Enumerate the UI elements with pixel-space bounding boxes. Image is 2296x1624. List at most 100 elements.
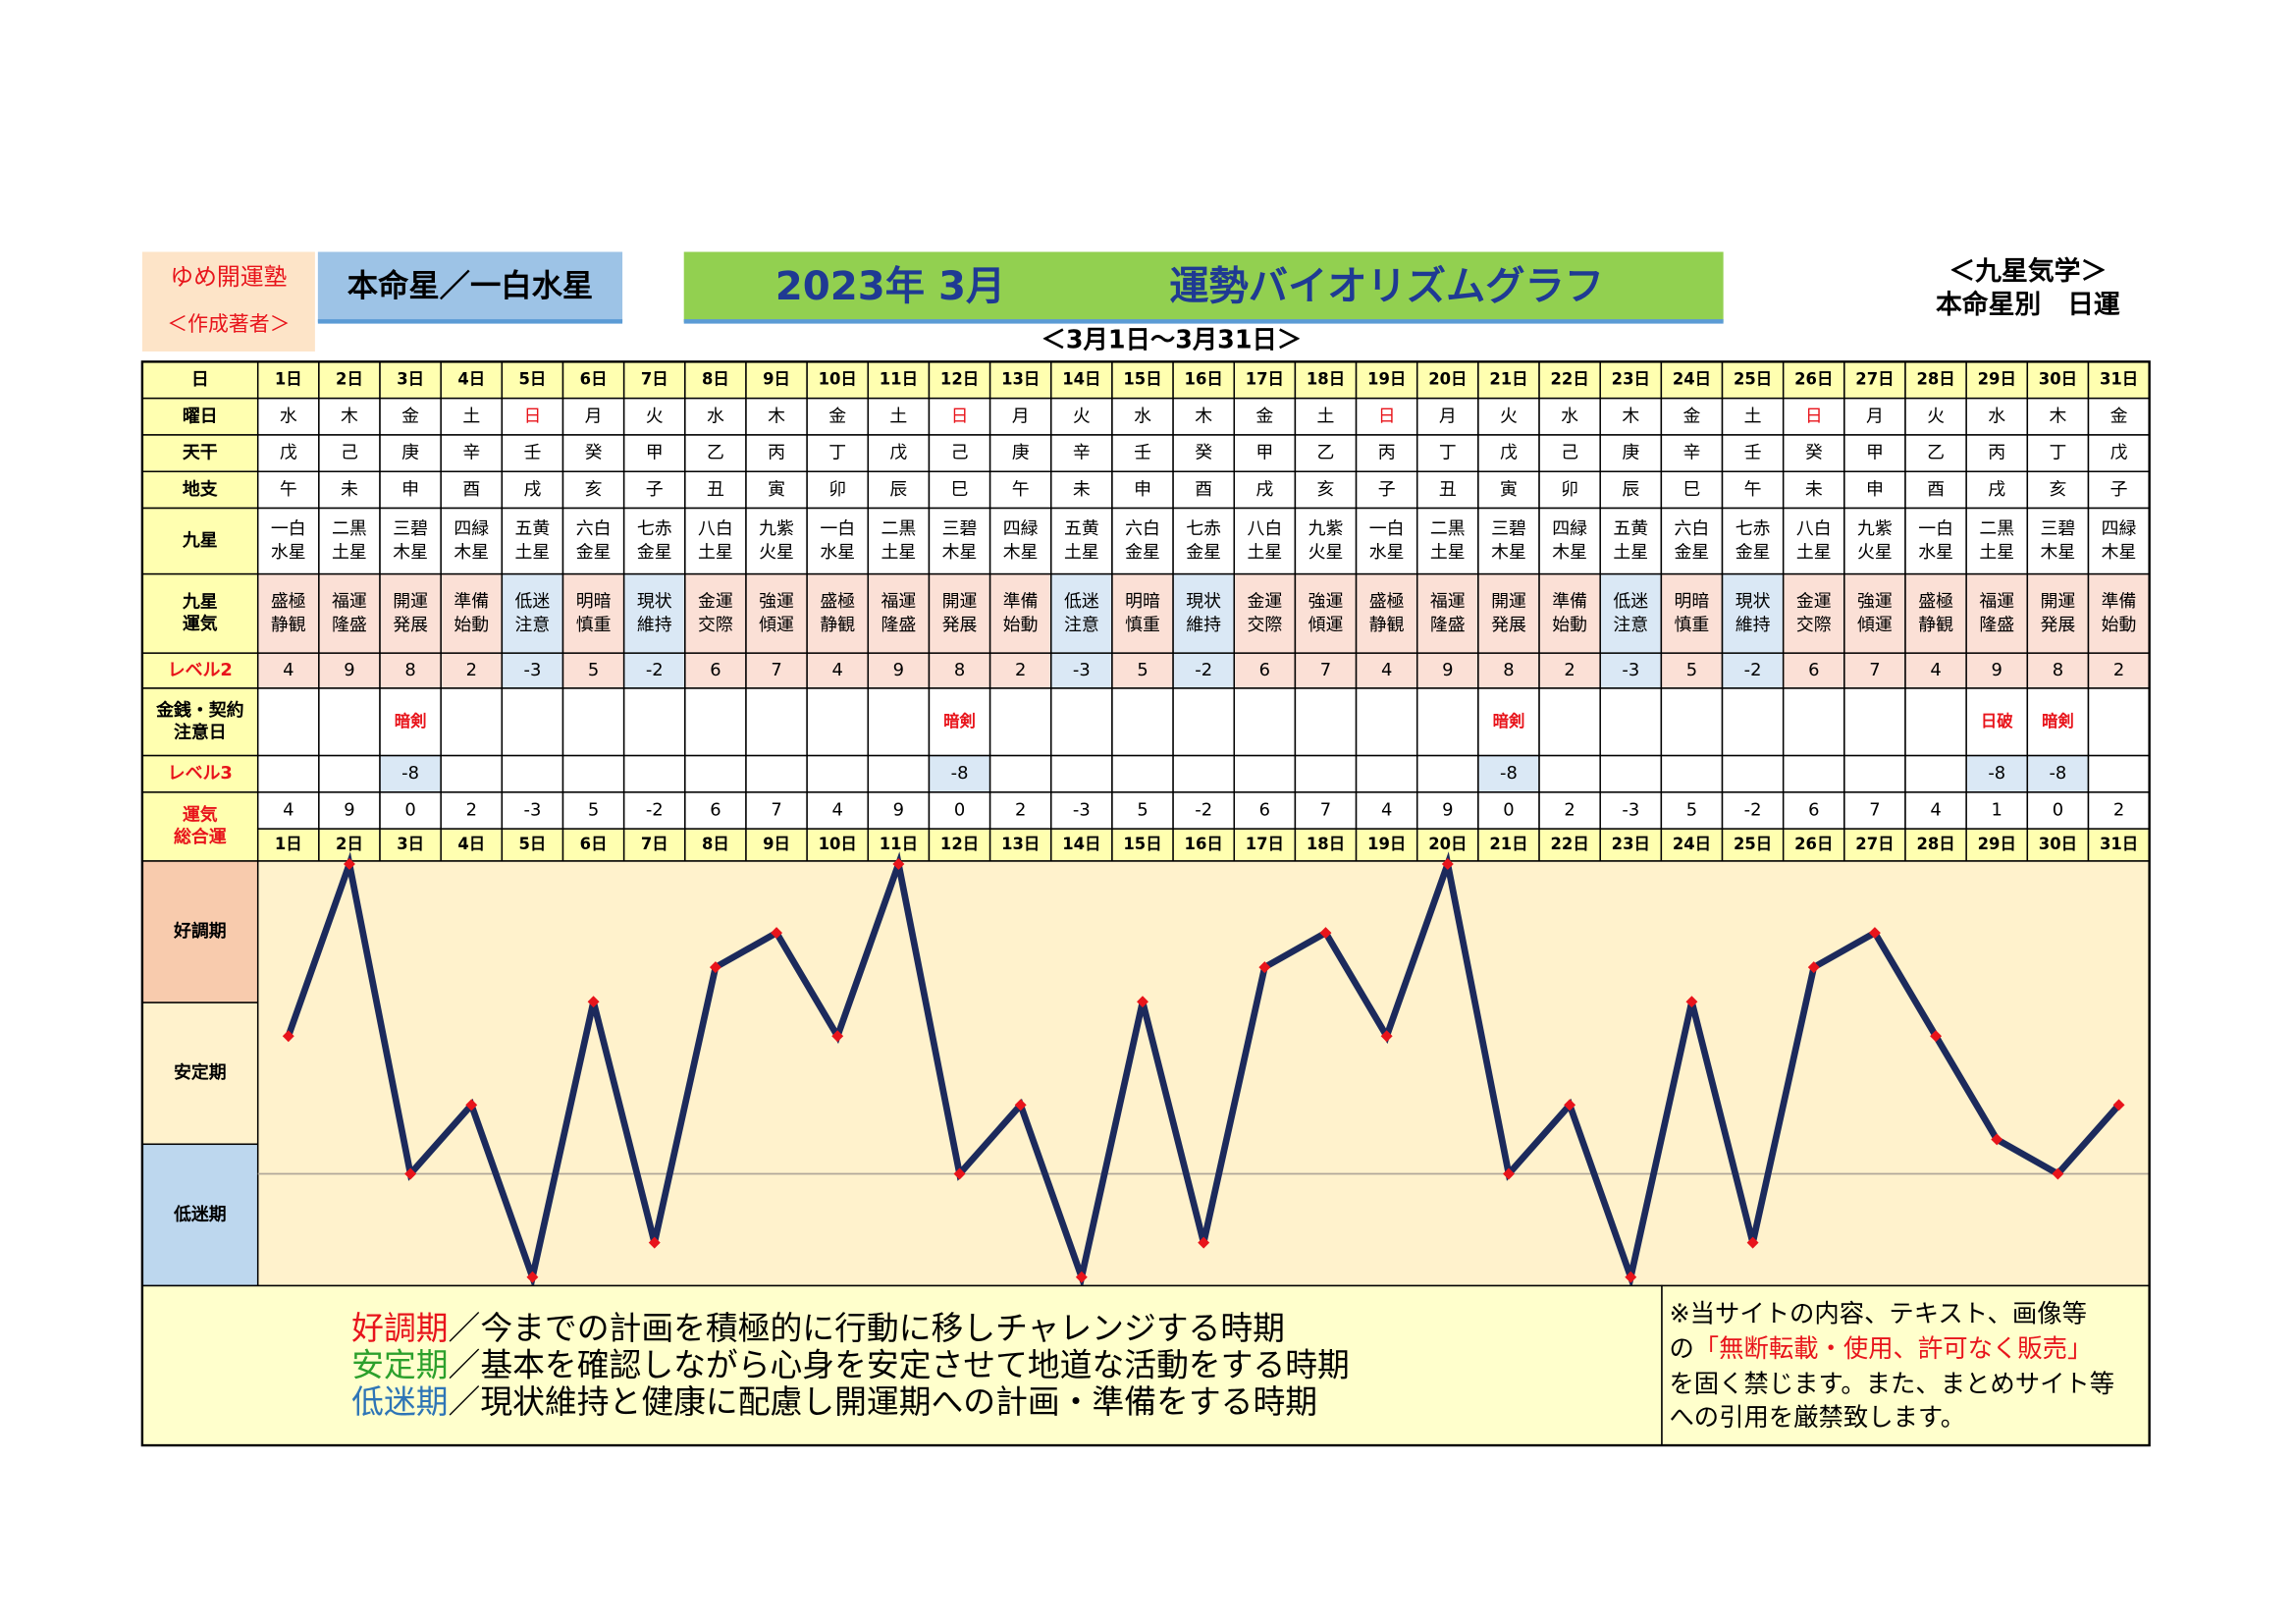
cell — [2087, 828, 2151, 862]
cell — [1904, 652, 1967, 689]
cell — [1843, 434, 1906, 472]
cell-text: 明暗 — [576, 591, 612, 612]
cell — [1111, 470, 1174, 510]
cell-text: 7 — [771, 800, 781, 821]
cell-text: -3 — [524, 800, 542, 821]
cell-text: 2 — [2113, 800, 2124, 821]
cell — [1294, 687, 1358, 757]
notice-box — [1661, 1284, 2151, 1446]
marker — [892, 857, 905, 870]
cell-text: 始動 — [1003, 615, 1039, 635]
cell-text: 29日 — [1978, 835, 2016, 853]
marker — [1564, 1099, 1576, 1111]
cell — [1843, 572, 1906, 654]
cell-text: 2日 — [336, 835, 363, 853]
cell-text: 8 — [2053, 660, 2063, 680]
row-label: 運気 — [183, 804, 218, 826]
cell-text: 24日 — [1673, 835, 1711, 853]
cell-text: 19日 — [1367, 835, 1406, 853]
cell-text: 九紫 — [759, 518, 794, 539]
cell-text: 土星 — [515, 542, 551, 563]
marker — [1441, 857, 1454, 870]
cell-text: 交際 — [698, 615, 733, 635]
cell — [867, 470, 931, 510]
cell-text: 6 — [710, 660, 721, 680]
cell-text: 金 — [1255, 406, 1273, 426]
cell — [2026, 434, 2090, 472]
cell-text: 27日 — [1855, 370, 1894, 389]
cell-text: 4 — [1930, 660, 1941, 680]
cell — [1904, 828, 1967, 862]
cell-text: 金星 — [637, 542, 672, 563]
cell-text: 20日 — [1428, 835, 1467, 853]
cell — [684, 754, 747, 793]
legend-item: 安定期／基本を確認しながら心身を安定させて地道な活動をする時期 — [351, 1346, 1350, 1383]
cell-text: 甲 — [646, 443, 664, 463]
cell-text: 六白 — [1125, 518, 1160, 539]
cell-text: 盛極 — [820, 591, 855, 612]
cell-text: 子 — [2110, 479, 2128, 500]
cell-text: 開運 — [1491, 591, 1526, 612]
cell — [1355, 754, 1418, 793]
cell-text: 注意 — [1064, 615, 1099, 635]
cell — [1294, 397, 1358, 436]
row-label: 総合運 — [174, 826, 227, 847]
cell — [1294, 470, 1358, 510]
cell-text: 七赤 — [1186, 518, 1221, 539]
cell-text: 発展 — [393, 615, 428, 635]
cell-text: 7 — [1869, 800, 1880, 821]
cell-text: 4 — [1381, 800, 1392, 821]
cell-text: 壬 — [1744, 443, 1762, 463]
row-label: 曜日 — [183, 406, 218, 426]
cell — [1538, 507, 1601, 575]
cell-text: 九紫 — [1308, 518, 1344, 539]
cell-text: 始動 — [454, 615, 489, 635]
cell — [2026, 652, 2090, 689]
cell-text: 土 — [1744, 406, 1762, 426]
cell-text: -2 — [1744, 800, 1762, 821]
cell — [867, 507, 931, 575]
marker — [2112, 1099, 2125, 1111]
cell — [1904, 470, 1967, 510]
cell-text: 慎重 — [576, 615, 612, 635]
cell-text: 木 — [2049, 406, 2066, 426]
cell — [2026, 754, 2090, 793]
cell-text: 27日 — [1855, 835, 1894, 853]
cell-text: 4日 — [457, 835, 485, 853]
cell — [684, 652, 747, 689]
cell-text: 土星 — [698, 542, 733, 563]
cell-text: 丑 — [707, 479, 724, 500]
cell-text: 発展 — [942, 615, 978, 635]
cell-text: 暗剣 — [1493, 712, 1525, 731]
cell-text: 9日 — [763, 370, 790, 389]
cell-text: 亥 — [1317, 479, 1335, 500]
cell-text: 9日 — [763, 835, 790, 853]
band-label: 好調期 — [173, 920, 227, 942]
cell-text: 5 — [588, 660, 599, 680]
cell-text: 金運 — [1247, 591, 1282, 612]
cell — [501, 791, 564, 830]
cell-text: 月 — [1012, 406, 1030, 426]
cell-text: 土 — [462, 406, 480, 426]
cell-text: 水 — [1988, 406, 2005, 426]
cell-text: 亥 — [2049, 479, 2066, 500]
cell — [256, 791, 320, 830]
cell-text: 始動 — [1552, 615, 1587, 635]
cell — [2026, 687, 2090, 757]
cell — [1599, 572, 1663, 654]
cell — [561, 687, 625, 757]
cell-text: -2 — [1744, 660, 1762, 680]
cell-text: 戌 — [1255, 479, 1273, 500]
cell-text: 五黄 — [515, 518, 551, 539]
cell — [928, 572, 991, 654]
cell-text: 木星 — [2041, 542, 2076, 563]
cell — [1050, 572, 1113, 654]
cell-text: 17日 — [1246, 370, 1284, 389]
cell-text: 強運 — [1308, 591, 1344, 612]
title-date: 2023年 3月 — [775, 264, 1006, 309]
cell-text: 七赤 — [637, 518, 672, 539]
cell-text: 傾運 — [1857, 615, 1893, 635]
cell-text: 寅 — [1500, 479, 1518, 500]
cell-text: 福運 — [881, 591, 917, 612]
cell — [622, 470, 686, 510]
